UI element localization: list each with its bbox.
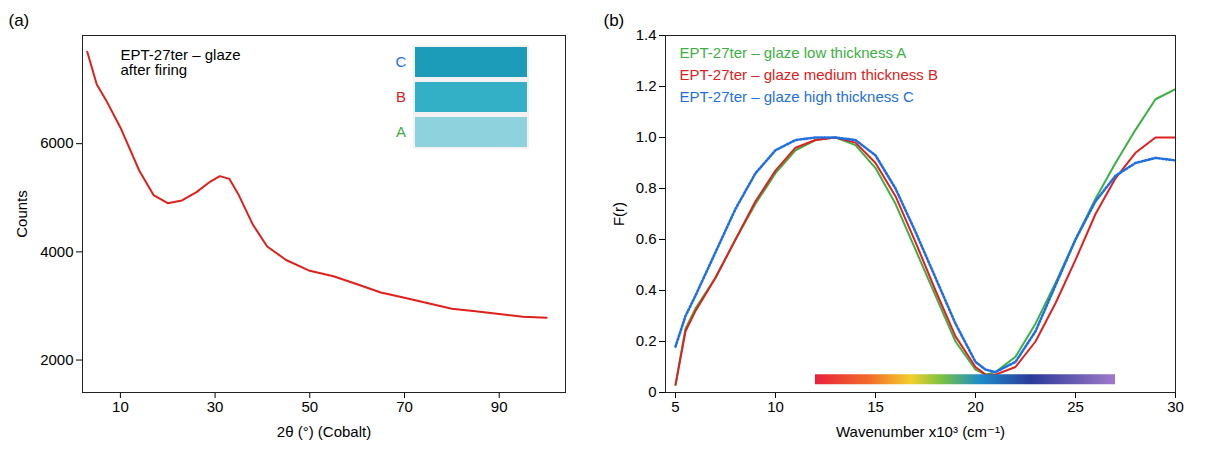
svg-text:EPT-27ter – glaze high thickne: EPT-27ter – glaze high thickness C	[680, 88, 914, 105]
svg-text:30: 30	[1167, 398, 1184, 415]
svg-text:0: 0	[648, 383, 656, 400]
svg-text:15: 15	[867, 398, 884, 415]
svg-text:1.4: 1.4	[636, 26, 657, 43]
svg-text:50: 50	[301, 398, 318, 415]
svg-text:20: 20	[967, 398, 984, 415]
svg-text:25: 25	[1067, 398, 1084, 415]
svg-text:EPT-27ter – glaze medium thick: EPT-27ter – glaze medium thickness B	[680, 66, 938, 83]
svg-text:(a): (a)	[9, 11, 30, 30]
svg-text:6000: 6000	[40, 134, 73, 151]
svg-text:(b): (b)	[604, 11, 625, 30]
svg-text:C: C	[396, 53, 407, 70]
svg-text:2000: 2000	[40, 351, 73, 368]
svg-text:Wavenumber x10³ (cm⁻¹): Wavenumber x10³ (cm⁻¹)	[836, 423, 1005, 440]
svg-text:5: 5	[671, 398, 679, 415]
svg-text:0.8: 0.8	[636, 179, 657, 196]
svg-text:10: 10	[767, 398, 784, 415]
svg-text:30: 30	[207, 398, 224, 415]
svg-text:1.0: 1.0	[636, 128, 657, 145]
svg-text:10: 10	[112, 398, 129, 415]
svg-text:0.4: 0.4	[636, 281, 657, 298]
svg-text:0.6: 0.6	[636, 230, 657, 247]
svg-text:B: B	[396, 88, 406, 105]
svg-text:1.2: 1.2	[636, 77, 657, 94]
svg-text:90: 90	[491, 398, 508, 415]
svg-text:2θ (°) (Cobalt): 2θ (°) (Cobalt)	[277, 423, 371, 440]
svg-text:A: A	[396, 123, 406, 140]
svg-text:4000: 4000	[40, 243, 73, 260]
svg-text:70: 70	[396, 398, 413, 415]
svg-text:EPT-27ter – glaze low thicknes: EPT-27ter – glaze low thickness A	[680, 44, 907, 61]
svg-text:EPT-27ter – glazeafter firing: EPT-27ter – glazeafter firing	[121, 46, 241, 78]
svg-text:F(r): F(r)	[610, 202, 627, 226]
svg-text:0.2: 0.2	[636, 332, 657, 349]
svg-text:Counts: Counts	[13, 190, 30, 238]
